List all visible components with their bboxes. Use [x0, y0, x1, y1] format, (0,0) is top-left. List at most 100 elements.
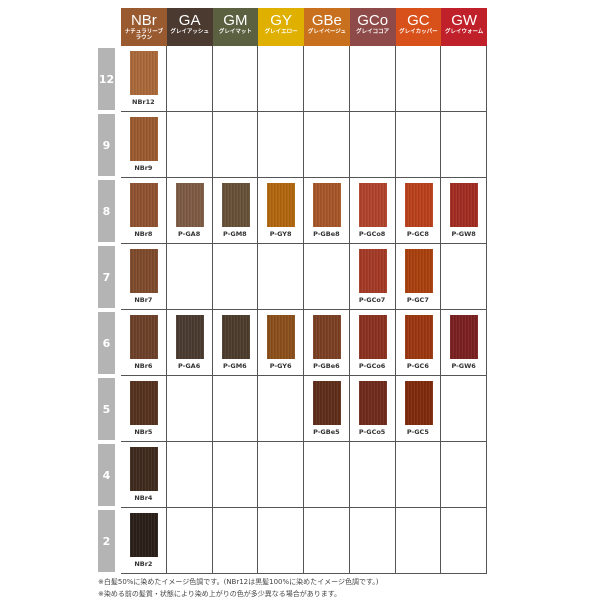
chart-cell: NBr9 — [121, 112, 167, 178]
swatch-label: P-GW8 — [451, 230, 476, 238]
chart-cell: P-GCo6 — [349, 310, 396, 376]
chart-cell: P-GBe6 — [304, 310, 350, 376]
color-series-header: NBr ナチュラリーブラウン GA グレイアッシュ GM グレイマット GY グレイエロー GB… — [121, 8, 487, 46]
note-2: ※染める前の髪質・状態により染め上がりの色が多少異なる場合があります。 — [98, 590, 342, 598]
chart-cell: P-GBe5 — [304, 376, 350, 442]
level-row-2: 2 NBr2 — [98, 508, 487, 574]
color-swatch — [313, 315, 341, 359]
chart-cell — [258, 46, 304, 112]
chart-cell — [258, 442, 304, 508]
color-swatch — [175, 315, 204, 359]
series-header-gy: GY グレイエロー — [258, 8, 304, 46]
level-row-8: 8 NBr8 P-GA8 P-GM8 P-GY8 P-GBe8 P-GCo8 P-GC8 P-G… — [98, 178, 487, 244]
series-header-gco: GCo グレイココア — [349, 8, 396, 46]
swatch-label: P-GM8 — [223, 230, 247, 238]
color-swatch — [404, 315, 433, 359]
color-swatch — [130, 117, 158, 161]
color-swatch — [130, 447, 158, 491]
chart-cell: P-GM8 — [212, 178, 259, 244]
chart-cell: NBr5 — [121, 376, 167, 442]
chart-cell: P-GCo7 — [349, 244, 396, 310]
chart-cell — [212, 442, 259, 508]
level-row-6: 6 NBr6 P-GA6 P-GM6 P-GY6 P-GBe6 P-GCo6 P-GC6 P-G… — [98, 310, 487, 376]
swatch-label: NBr4 — [134, 494, 153, 502]
color-swatch — [221, 183, 250, 227]
swatch-label: NBr8 — [134, 230, 153, 238]
chart-cell: P-GC6 — [395, 310, 442, 376]
level-row-9: 9 NBr9 — [98, 112, 487, 178]
swatch-label: NBr5 — [134, 428, 153, 436]
color-swatch — [358, 381, 387, 425]
chart-cell — [304, 244, 350, 310]
color-swatch — [130, 513, 158, 557]
series-name: グレイベージュ — [307, 29, 346, 35]
chart-cell — [258, 508, 304, 574]
chart-cell: NBr2 — [121, 508, 167, 574]
chart-cell — [395, 508, 442, 574]
chart-cell — [304, 442, 350, 508]
series-code: GC — [407, 12, 430, 29]
color-swatch — [450, 315, 479, 359]
chart-cell — [258, 376, 304, 442]
chart-cell — [349, 508, 396, 574]
chart-cell — [212, 508, 259, 574]
chart-cell — [395, 442, 442, 508]
chart-cell — [441, 46, 487, 112]
chart-cell — [212, 244, 259, 310]
chart-cell: P-GC7 — [395, 244, 442, 310]
swatch-label: P-GCo6 — [358, 362, 386, 370]
series-code: GCo — [357, 12, 389, 29]
swatch-label: P-GCo5 — [358, 428, 386, 436]
swatch-label: NBr2 — [134, 560, 153, 568]
chart-cell: NBr4 — [121, 442, 167, 508]
series-header-gw: GW グレイウォーム — [441, 8, 487, 46]
chart-cell: P-GA6 — [166, 310, 213, 376]
chart-cell: P-GC8 — [395, 178, 442, 244]
color-swatch — [130, 249, 158, 293]
chart-cell — [349, 442, 396, 508]
color-swatch — [267, 183, 296, 227]
swatch-label: NBr12 — [132, 98, 155, 106]
swatch-label: P-GCo7 — [358, 296, 386, 304]
chart-cell — [166, 508, 213, 574]
swatch-label: P-GA8 — [178, 230, 201, 238]
swatch-label: P-GW6 — [451, 362, 476, 370]
color-swatch — [358, 249, 387, 293]
swatch-label: P-GCo8 — [358, 230, 386, 238]
swatch-label: P-GBe6 — [313, 362, 340, 370]
swatch-label: P-GY8 — [269, 230, 292, 238]
chart-cell: P-GCo5 — [349, 376, 396, 442]
chart-cell — [441, 508, 487, 574]
chart-cell — [304, 508, 350, 574]
chart-cell: NBr8 — [121, 178, 167, 244]
swatch-label: P-GA6 — [178, 362, 201, 370]
chart-cell — [441, 244, 487, 310]
series-code: GW — [451, 12, 478, 29]
swatch-label: P-GY6 — [269, 362, 292, 370]
level-label: 2 — [98, 510, 115, 572]
color-swatch — [130, 51, 158, 95]
swatch-label: P-GC5 — [406, 428, 429, 436]
color-chart-grid: 12 NBr12 9 NBr9 8 NBr8 P-GA8 P-GM8 P-GY8 P-GBe8 P-… — [98, 46, 487, 574]
chart-cell — [441, 376, 487, 442]
level-label: 4 — [98, 444, 115, 506]
series-name: グレイカッパー — [399, 29, 438, 35]
chart-cell: P-GW6 — [441, 310, 487, 376]
level-label: 6 — [98, 312, 115, 374]
level-row-4: 4 NBr4 — [98, 442, 487, 508]
chart-cell: P-GY6 — [258, 310, 304, 376]
chart-cell — [166, 46, 213, 112]
chart-cell: NBr7 — [121, 244, 167, 310]
level-row-5: 5 NBr5 P-GBe5 P-GCo5 P-GC5 — [98, 376, 487, 442]
series-name: グレイエロー — [264, 29, 298, 35]
chart-cell: P-GY8 — [258, 178, 304, 244]
color-swatch — [358, 315, 387, 359]
series-code: GY — [270, 12, 292, 29]
series-code: GA — [178, 12, 201, 29]
chart-cell: NBr12 — [121, 46, 167, 112]
series-name: グレイココア — [356, 29, 390, 35]
color-swatch — [358, 183, 387, 227]
color-swatch — [130, 315, 158, 359]
color-swatch — [404, 249, 433, 293]
color-swatch — [404, 381, 433, 425]
